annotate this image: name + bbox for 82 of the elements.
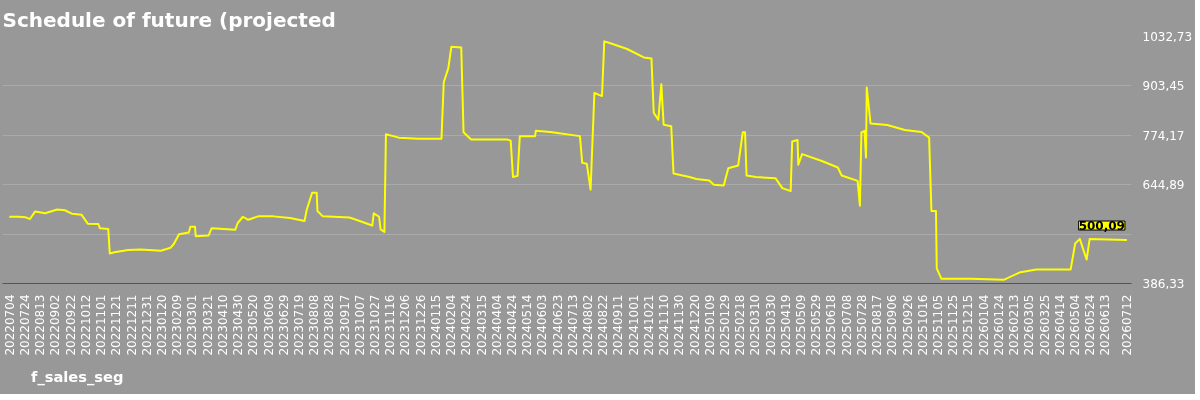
x-tick-label: 20230719 [291,294,306,356]
x-tick-label: 20240315 [474,294,489,356]
x-tick-label: 20241110 [657,294,672,356]
x-tick-label: 20240911 [611,294,626,356]
x-tick-label: 20260524 [1083,294,1098,356]
x-tick-label: 20260613 [1098,294,1113,356]
x-tick-label: 20221211 [124,294,139,356]
x-tick-label: 20241220 [687,294,702,356]
x-tick-label: 20220724 [18,294,33,356]
x-tick-label: 20250129 [717,294,732,356]
x-tick-label: 20230828 [322,294,337,356]
y-tick-label: 903,45 [1142,79,1185,94]
y-tick-label: 774,17 [1142,128,1185,143]
x-tick-label: 20260305 [1022,294,1037,356]
x-tick-label: 20230609 [261,294,276,356]
x-tick-label: 20260504 [1067,294,1082,356]
x-tick-label: 20230520 [246,294,261,356]
x-tick-label: 20221012 [78,294,93,356]
x-tick-label: 20250509 [794,294,809,356]
x-tick-label: 20250618 [824,294,839,356]
text: f_sales_seg [31,367,124,385]
x-tick-label: 20240115 [428,294,443,356]
chart-title: Schedule of future (projected [2,7,336,32]
x-tick-label: 20221121 [109,294,124,356]
x-tick-label: 20241001 [626,294,641,356]
x-tick-label: 20251105 [931,294,945,356]
x-tick-label: 20260104 [976,294,991,356]
x-tick-label: 20260325 [1037,294,1052,356]
x-tick-label: 20220813 [33,294,48,356]
x-tick-label: 20260712 [1120,294,1135,356]
x-tick-label: 20250330 [763,294,778,356]
y-tick-label: 386,33 [1142,277,1185,291]
x-tick-label: 20230209 [170,294,185,356]
x-tick-label: 20250310 [748,294,763,356]
x-tick-label: 20230808 [307,294,322,356]
y-tick-label: 644,89 [1142,178,1185,193]
x-tick-label: 20231027 [368,294,383,356]
x-tick-label: 20240224 [459,294,474,356]
x-tick-label: 20230301 [185,294,200,356]
x-tick-label: 20230430 [231,294,246,356]
x-tick-label: 20260213 [1007,294,1022,356]
x-tick-label: 20251125 [946,294,961,356]
x-tick-label: 20250529 [809,294,824,356]
x-tick-label: 20221101 [94,294,109,356]
x-tick-label: 20240424 [504,294,519,356]
x-tick-label: 20220922 [63,294,78,356]
x-tick-label: 20240623 [550,294,565,356]
x-tick-label: 20231116 [383,294,398,356]
x-tick-label: 20230629 [276,294,291,356]
x-tick-label: 20240713 [565,294,580,356]
x-tick-label: 20241021 [641,294,656,356]
x-tick-label: 20240603 [535,294,550,356]
x-tick-label: 20230321 [200,294,215,356]
x-tick-label: 20220902 [48,294,63,356]
x-tick-label: 20260124 [991,294,1006,356]
x-tick-label: 20221231 [139,294,154,356]
x-tick-label: 20260414 [1052,294,1067,356]
x-tick-label: 20250218 [733,294,748,356]
x-tick-label: 20250109 [702,294,717,356]
y-tick-label: 1032,73 [1142,30,1193,44]
x-tick-label: 20240822 [596,294,611,356]
x-tick-label: 20230410 [215,294,230,356]
x-tick-label: 20231206 [398,294,413,356]
x-tick-label: 20251016 [915,294,930,356]
x-tick-label: 20230917 [337,294,352,356]
x-tick-label: 20240802 [581,294,596,356]
x-tick-label: 20231226 [413,294,428,356]
x-tick-label: 20250926 [900,294,915,356]
x-tick-label: 20250708 [839,294,854,356]
annotation: 500,09 [1078,219,1125,234]
x-tick-label: 20240204 [444,294,459,356]
x-tick-label: 20220704 [2,294,17,356]
x-tick-label: 20250419 [778,294,793,356]
x-tick-label: 20231007 [352,294,367,356]
x-tick-label: 20251215 [961,294,976,356]
x-tick-label: 20250817 [870,294,885,356]
x-tick-label: 20241130 [672,294,687,356]
x-tick-label: 20250906 [885,294,900,356]
x-tick-label: 20230120 [155,294,169,356]
x-tick-label: 20250728 [854,294,869,356]
x-tick-label: 20240404 [489,294,504,356]
x-tick-label: 20240514 [520,294,535,356]
